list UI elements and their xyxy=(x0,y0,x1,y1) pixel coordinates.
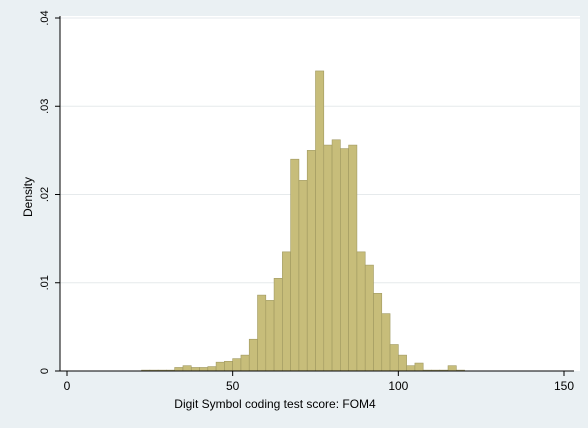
histogram-bar xyxy=(306,150,316,372)
histogram-bar xyxy=(207,366,217,372)
histogram-bar xyxy=(257,294,267,372)
y-tick-label: .01 xyxy=(39,275,51,290)
histogram-bar xyxy=(215,361,225,372)
histogram-bar xyxy=(199,367,209,372)
histogram-bar xyxy=(174,367,184,372)
x-tick-label: 0 xyxy=(64,379,71,393)
histogram-bar xyxy=(290,158,300,372)
histogram-bar xyxy=(315,70,325,372)
x-tick-label: 100 xyxy=(388,379,408,393)
histogram-bar xyxy=(182,365,192,372)
histogram-bar xyxy=(356,251,366,372)
y-tick-label: .02 xyxy=(39,187,51,202)
histogram-bar xyxy=(240,354,250,372)
y-tick-label: .04 xyxy=(39,10,51,25)
x-axis-label: Digit Symbol coding test score: FOM4 xyxy=(174,397,376,411)
histogram-bar xyxy=(447,365,457,372)
histogram-bar xyxy=(282,251,291,372)
x-tick-label: 150 xyxy=(554,379,574,393)
histogram-bar xyxy=(323,144,333,372)
histogram-bar xyxy=(373,293,383,372)
histogram-bar xyxy=(232,358,242,372)
x-tick-label: 50 xyxy=(226,379,240,393)
histogram-bar xyxy=(414,362,424,372)
histogram-bar xyxy=(364,264,374,372)
y-tick-label: 0 xyxy=(39,368,51,374)
histogram-bar xyxy=(265,300,275,372)
histogram-bar xyxy=(381,313,391,372)
histogram-bar xyxy=(298,180,308,372)
histogram-bar xyxy=(190,367,200,372)
histogram-bar xyxy=(406,365,416,372)
histogram-bar xyxy=(248,338,258,372)
y-axis-label: Density xyxy=(21,177,35,218)
histogram-bar xyxy=(389,344,399,372)
histogram-bar xyxy=(348,144,358,372)
histogram-bar xyxy=(340,148,349,372)
histogram-bar xyxy=(331,139,341,372)
histogram-bar xyxy=(224,360,233,372)
y-tick-label: .03 xyxy=(39,99,51,114)
histogram-bar xyxy=(398,354,407,372)
histogram-bar xyxy=(273,278,283,372)
